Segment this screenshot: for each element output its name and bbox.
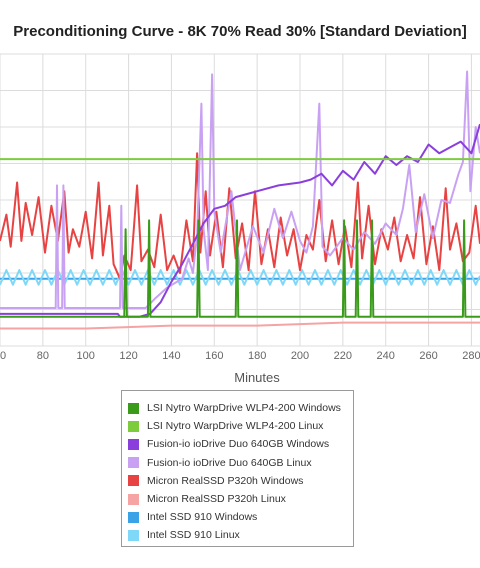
legend-swatch [128,529,139,541]
legend-swatch [128,493,139,505]
grid-lines [0,53,480,347]
legend-label: Intel SSD 910 Linux [147,529,240,542]
series-line-3 [0,70,480,309]
legend-item[interactable]: LSI Nytro WarpDrive WLP4-200 Linux [128,417,353,435]
legend: LSI Nytro WarpDrive WLP4-200 Windows LSI … [121,390,354,547]
x-tick-label: 260 [419,350,437,362]
legend-label: Micron RealSSD P320h Windows [147,474,304,487]
x-axis-label: Minutes [234,370,280,385]
legend-label: LSI Nytro WarpDrive WLP4-200 Linux [147,420,324,433]
series-line-4 [0,152,480,280]
x-tick-label: 120 [119,350,137,362]
series-line-2 [0,123,480,318]
legend-label: Fusion-io ioDrive Duo 640GB Windows [147,438,330,451]
legend-item[interactable]: Fusion-io ioDrive Duo 640GB Linux [128,454,353,472]
legend-swatch [128,402,139,414]
x-tick-label: 100 [77,350,95,362]
legend-swatch [128,438,139,450]
legend-swatch [128,420,139,432]
legend-swatch [128,511,139,523]
series-line-0 [0,219,480,318]
x-tick-label: 180 [248,350,266,362]
x-tick-label: 200 [291,350,309,362]
legend-swatch [128,475,139,487]
series-lines [0,70,480,330]
x-tick-label: 80 [37,350,49,362]
x-tick-label: 280 [462,350,480,362]
x-axis-ticks: 60 80 100 120 140 160 180 200 220 240 260 280 [0,350,480,362]
legend-label: Fusion-io ioDrive Duo 640GB Linux [147,456,312,469]
x-tick-label: 240 [377,350,395,362]
legend-item[interactable]: Micron RealSSD P320h Linux [128,490,353,508]
legend-label: Intel SSD 910 Windows [147,511,258,524]
series-line-5 [0,321,480,330]
x-tick-label: 60 [0,350,6,362]
series-line-7 [0,269,480,286]
legend-label: LSI Nytro WarpDrive WLP4-200 Windows [147,402,341,415]
legend-swatch [128,457,139,469]
legend-item[interactable]: Intel SSD 910 Linux [128,526,353,544]
legend-label: Micron RealSSD P320h Linux [147,493,286,506]
legend-item[interactable]: Intel SSD 910 Windows [128,508,353,526]
x-tick-label: 220 [334,350,352,362]
x-tick-label: 160 [205,350,223,362]
legend-item[interactable]: Fusion-io ioDrive Duo 640GB Windows [128,435,353,453]
chart-title: Preconditioning Curve - 8K 70% Read 30% … [13,23,466,40]
x-tick-label: 140 [162,350,180,362]
legend-item[interactable]: Micron RealSSD P320h Windows [128,472,353,490]
legend-item[interactable]: LSI Nytro WarpDrive WLP4-200 Windows [128,399,353,417]
